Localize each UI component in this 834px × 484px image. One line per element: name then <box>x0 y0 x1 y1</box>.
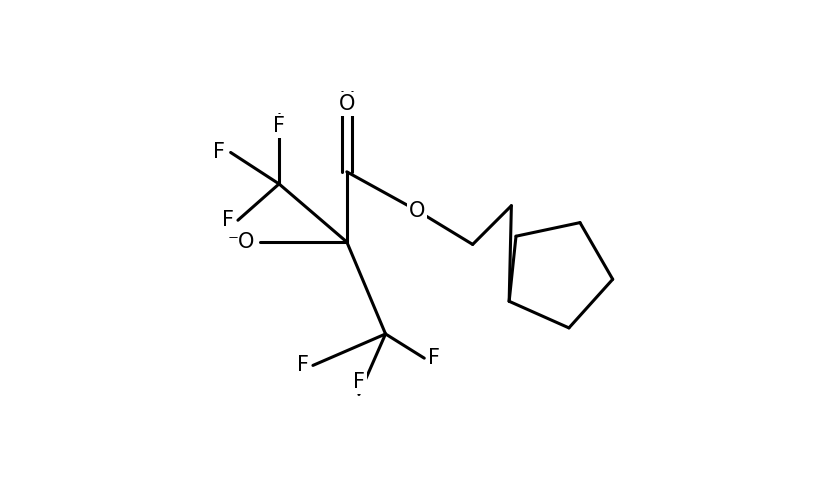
Text: ⁻O: ⁻O <box>228 232 255 252</box>
Text: O: O <box>339 94 355 114</box>
Text: F: F <box>353 372 365 393</box>
Text: F: F <box>428 348 440 368</box>
Text: F: F <box>213 142 224 163</box>
Text: F: F <box>297 355 309 376</box>
Text: F: F <box>222 210 234 230</box>
Text: F: F <box>273 116 285 136</box>
Text: O: O <box>409 200 425 221</box>
